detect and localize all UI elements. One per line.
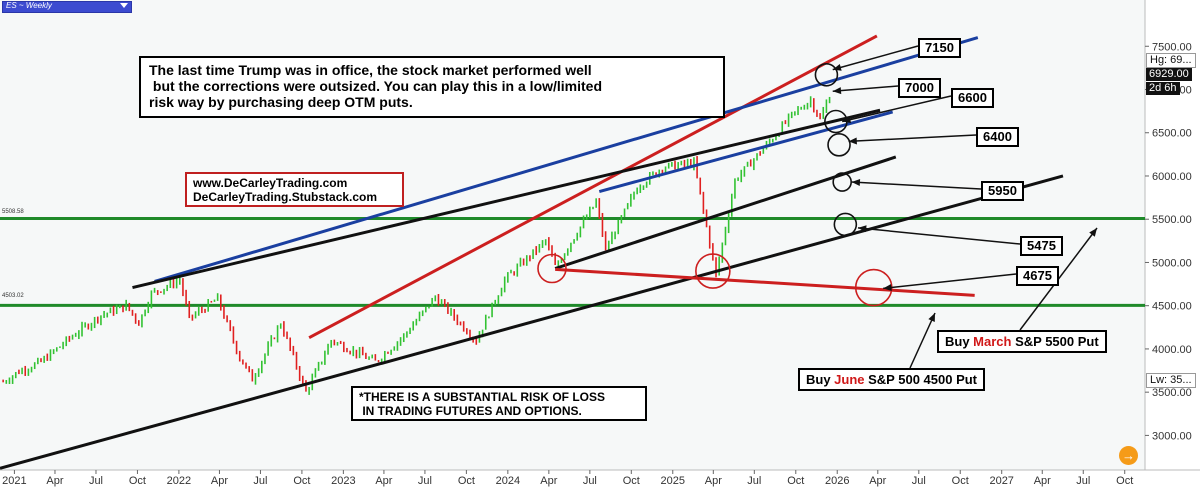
- month-june: June: [834, 372, 865, 387]
- high-price-tag: Hg: 69...: [1146, 53, 1196, 68]
- annotation-arrow: [832, 85, 899, 92]
- target-circle: [827, 133, 851, 157]
- arrow-head: [1089, 228, 1097, 237]
- trendline: [154, 36, 979, 283]
- low-price-tag: Lw: 35...: [1146, 373, 1196, 388]
- annotation-arrow: [883, 273, 1017, 290]
- time-tick-label: Jul: [747, 475, 761, 487]
- target-circle: [832, 172, 852, 192]
- trendline: [308, 34, 878, 340]
- level-label-7150: 7150: [918, 38, 961, 58]
- trendline: [555, 267, 975, 297]
- time-axis-panel: [0, 470, 1200, 487]
- red-target-circle: [695, 253, 731, 289]
- price-tick-label: 5000.00: [1152, 257, 1192, 269]
- arrow-head: [832, 87, 842, 95]
- time-tick-label: Jul: [253, 475, 267, 487]
- annotation-arrow: [909, 312, 936, 369]
- time-tick-label: Apr: [1034, 475, 1051, 487]
- trendline: [132, 108, 881, 289]
- time-tick-label: Jul: [89, 475, 103, 487]
- red-target-circle: [537, 253, 567, 284]
- countdown-tag: 2d 6h: [1146, 82, 1180, 95]
- arrow-head: [928, 313, 935, 322]
- price-tick-label: 6000.00: [1152, 171, 1192, 183]
- arrow-head: [883, 284, 892, 291]
- level-label-7000: 7000: [898, 78, 941, 98]
- price-tick-label: 6500.00: [1152, 128, 1192, 140]
- arrow-head: [832, 64, 842, 71]
- time-tick-label: Jul: [418, 475, 432, 487]
- symbol-selector[interactable]: ES ~ Weekly: [2, 1, 132, 13]
- level-4503-label: 4503.02: [2, 293, 24, 299]
- time-tick-label: 2026: [825, 475, 849, 487]
- annotation-arrow: [848, 134, 977, 143]
- time-tick-label: Apr: [869, 475, 886, 487]
- arrow-head: [857, 225, 867, 233]
- trendline: [598, 110, 894, 193]
- time-tick-label: 2022: [167, 475, 191, 487]
- time-tick-label: Oct: [623, 475, 640, 487]
- buy-march-put-note: Buy March S&P 5500 Put: [937, 330, 1107, 353]
- time-tick-label: 2027: [989, 475, 1013, 487]
- target-circle: [833, 212, 858, 237]
- arrow-head: [848, 137, 857, 145]
- month-march: March: [973, 334, 1012, 349]
- last-price-tag: 6929.00: [1146, 68, 1192, 81]
- annotation-arrow: [832, 45, 919, 71]
- price-tick-label: 4500.00: [1152, 301, 1192, 313]
- headline-note: The last time Trump was in office, the s…: [139, 56, 725, 118]
- time-tick-label: 2025: [661, 475, 685, 487]
- symbol-label: ES ~ Weekly: [6, 1, 52, 10]
- annotation-arrow: [842, 95, 952, 123]
- time-tick-label: 2024: [496, 475, 520, 487]
- level-5508-label: 5508.58: [2, 209, 24, 215]
- substack-link[interactable]: DeCarleyTrading.Stubstack.com: [193, 190, 378, 204]
- price-tick-label: 3500.00: [1152, 387, 1192, 399]
- time-tick-label: 2021: [2, 475, 26, 487]
- time-tick-label: Jul: [1076, 475, 1090, 487]
- price-tick-label: 4000.00: [1152, 344, 1192, 356]
- level-label-4675: 4675: [1016, 266, 1059, 286]
- level-label-5475: 5475: [1020, 236, 1063, 256]
- time-tick-label: Apr: [540, 475, 557, 487]
- time-tick-label: Apr: [375, 475, 392, 487]
- time-tick-label: Oct: [952, 475, 969, 487]
- trendline: [0, 174, 1064, 470]
- price-axis-panel: [1145, 0, 1200, 487]
- price-tick-label: 5500.00: [1152, 214, 1192, 226]
- time-tick-label: Oct: [787, 475, 804, 487]
- arrow-head: [851, 178, 861, 186]
- time-tick-label: 2023: [331, 475, 355, 487]
- time-tick-label: Apr: [46, 475, 63, 487]
- time-tick-label: Apr: [705, 475, 722, 487]
- trendline: [554, 155, 897, 270]
- website-note: www.DeCarleyTrading.com DeCarleyTrading.…: [185, 172, 404, 207]
- time-tick-label: Oct: [1116, 475, 1133, 487]
- time-tick-label: Oct: [129, 475, 146, 487]
- risk-disclaimer: *THERE IS A SUBSTANTIAL RISK OF LOSS IN …: [351, 386, 647, 421]
- time-tick-label: Jul: [912, 475, 926, 487]
- time-tick-label: Apr: [211, 475, 228, 487]
- time-tick-label: Oct: [458, 475, 475, 487]
- target-circle: [814, 63, 839, 87]
- price-tick-label: 3000.00: [1152, 430, 1192, 442]
- level-label-6600: 6600: [951, 88, 994, 108]
- level-label-6400: 6400: [976, 127, 1019, 147]
- annotation-arrow: [857, 227, 1021, 245]
- arrow-right-icon[interactable]: →: [1119, 446, 1138, 465]
- time-tick-label: Oct: [293, 475, 310, 487]
- annotation-arrow: [851, 181, 982, 190]
- chevron-down-icon: [120, 3, 128, 8]
- price-tick-label: 7500.00: [1152, 41, 1192, 53]
- website-link[interactable]: www.DeCarleyTrading.com: [193, 176, 348, 190]
- arrow-head: [842, 116, 852, 124]
- time-tick-label: Jul: [583, 475, 597, 487]
- level-label-5950: 5950: [981, 181, 1024, 201]
- buy-june-put-note: Buy June S&P 500 4500 Put: [798, 368, 986, 391]
